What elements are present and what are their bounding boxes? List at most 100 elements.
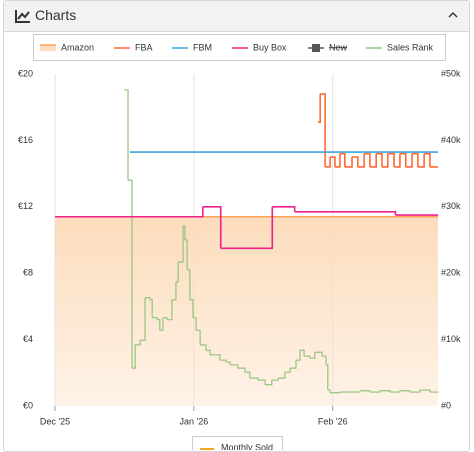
line-segment (159, 317, 164, 331)
series-fba (317, 93, 438, 168)
line-segment (278, 372, 286, 379)
y2-tick-label: #10k (441, 334, 461, 344)
y-tick-label: €16 (18, 135, 33, 145)
line-segment (196, 329, 201, 345)
y-tick-label: €0 (23, 400, 33, 410)
y2-tick-label: #0 (441, 400, 451, 410)
line-segment (334, 153, 341, 168)
line-segment (327, 389, 331, 393)
line-segment (152, 317, 158, 320)
line-segment (409, 390, 421, 393)
secondary-legend-box (192, 436, 283, 450)
legend-label[interactable]: Sales Rank (387, 42, 434, 52)
line-segment (249, 377, 259, 381)
series-amazon (55, 215, 438, 406)
legend-marker (312, 44, 320, 52)
legend-label[interactable]: FBM (193, 42, 212, 52)
panel-title: Charts (35, 7, 77, 23)
line-segment (330, 392, 341, 394)
charts-panel: Charts (3, 0, 470, 452)
line-segment (125, 89, 129, 181)
line-segment (202, 206, 222, 249)
line-segment (226, 361, 231, 365)
line-segment (349, 390, 361, 393)
line-segment (284, 368, 291, 373)
line-segment (351, 156, 359, 167)
line-segment (145, 297, 151, 300)
line-segment (387, 152, 395, 167)
line-segment (344, 157, 353, 168)
legend-label[interactable]: Buy Box (253, 42, 287, 52)
collapse-caret[interactable] (448, 11, 458, 19)
y2-tick-label: #50k (441, 68, 461, 78)
line-segment (295, 350, 301, 361)
line-segment (412, 152, 419, 167)
line-segment (184, 239, 188, 270)
line-segment (219, 359, 227, 363)
line-segment (128, 179, 133, 369)
line-segment (429, 391, 439, 393)
line-segment (157, 319, 161, 331)
y-tick-label: €8 (23, 268, 33, 278)
y-tick-label: €12 (18, 201, 33, 211)
area-segment (55, 216, 438, 406)
line-segment (265, 380, 273, 386)
series-buy-box (55, 206, 438, 250)
line-segment (300, 349, 305, 357)
line-segment (220, 206, 274, 250)
line-segment (162, 317, 168, 320)
line-segment (417, 153, 425, 168)
line-segment (187, 269, 191, 300)
line-segment (405, 153, 413, 168)
line-segment (424, 152, 431, 167)
line-segment (317, 93, 321, 123)
line-segment (326, 364, 329, 391)
line-segment (135, 340, 141, 346)
line-segment (369, 153, 377, 168)
line-segment (132, 344, 136, 369)
x-tick-label: Dec '25 (40, 416, 70, 426)
line-segment (189, 299, 194, 318)
y-tick-label: €4 (23, 334, 33, 344)
line-segment (420, 389, 431, 393)
line-segment (320, 93, 326, 167)
line-segment (140, 297, 146, 341)
line-segment (175, 261, 179, 283)
line-segment (325, 157, 331, 168)
line-segment (360, 390, 371, 393)
line-segment (321, 355, 327, 365)
line-segment (215, 354, 221, 361)
line-segment (149, 299, 153, 318)
legend-swatch (40, 45, 56, 51)
line-segment (357, 153, 365, 168)
legend-label[interactable]: New (329, 42, 348, 52)
line-segment (382, 153, 389, 168)
y2-tick-label: #30k (441, 201, 461, 211)
x-tick-label: Jan '26 (179, 416, 208, 426)
line-segment (309, 352, 316, 359)
line-segment (364, 152, 371, 167)
legend-label[interactable]: FBA (135, 42, 153, 52)
line-segment (376, 152, 383, 167)
line-segment (166, 299, 173, 321)
line-segment (171, 281, 177, 301)
line-segment (399, 152, 407, 167)
line-segment (55, 206, 204, 218)
line-segment (192, 317, 197, 331)
line-segment (271, 378, 279, 381)
line-segment (314, 351, 323, 357)
panel-header[interactable]: Charts (4, 1, 469, 32)
y2-tick-label: #20k (441, 268, 461, 278)
line-segment (237, 367, 246, 373)
line-segment (244, 371, 251, 379)
chart-icon (15, 10, 30, 23)
legend-label[interactable]: Amazon (61, 42, 94, 52)
line-segment (183, 225, 186, 240)
line-segment (290, 360, 297, 369)
line-segment (272, 206, 296, 212)
y2-tick-label: #40k (441, 135, 461, 145)
line-segment (304, 355, 311, 359)
x-tick-label: Feb '26 (318, 416, 348, 426)
